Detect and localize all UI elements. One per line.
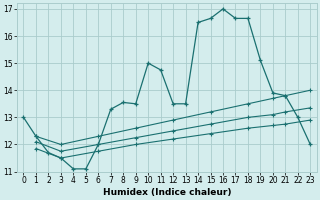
X-axis label: Humidex (Indice chaleur): Humidex (Indice chaleur) — [103, 188, 231, 197]
